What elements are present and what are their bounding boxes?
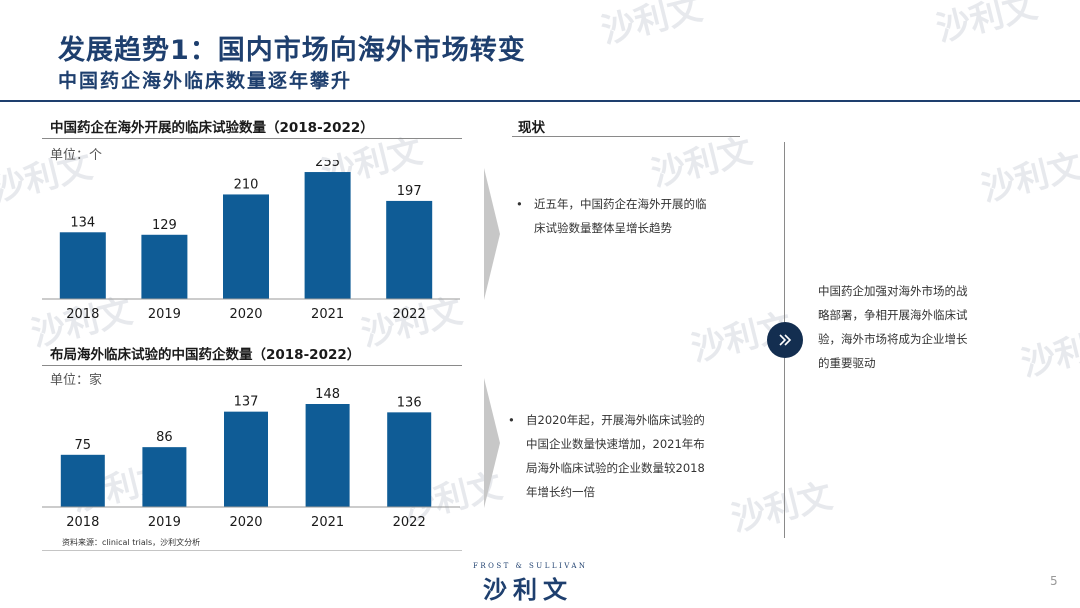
status-bullet-1: • 近五年，中国药企在海外开展的临 床试验数量整体呈增长趋势: [516, 192, 707, 240]
x-tick-label-2020: 2020: [229, 515, 262, 530]
bar-2021: [305, 404, 350, 507]
data-label-2021: 148: [315, 387, 340, 402]
data-label-2019: 86: [156, 430, 173, 445]
watermark: 沙利文: [1017, 321, 1080, 385]
footer-divider: [42, 550, 462, 551]
bar-2022: [386, 200, 433, 299]
logo-english: FROST & SULLIVAN: [473, 562, 588, 570]
bar-2018: [59, 232, 106, 299]
bullet-text-line: 近五年，中国药企在海外开展的临: [534, 197, 707, 211]
bar-2020: [223, 194, 269, 299]
bar-2020: [224, 411, 268, 507]
conclusion-text: 中国药企加强对海外市场的战 略部署，争相开展海外临床试 验，海外市场将成为企业增…: [818, 279, 968, 375]
bullet-text-line: 局海外临床试验的企业数量较2018: [526, 461, 705, 475]
bullet-text-line: 中国企业数量快速增加，2021年布: [526, 437, 705, 451]
x-tick-label-2021: 2021: [311, 515, 344, 530]
x-tick-label-2022: 2022: [393, 307, 426, 322]
bar-2021: [304, 172, 351, 299]
chart1-heading: 中国药企在海外开展的临床试验数量（2018-2022）: [50, 120, 374, 136]
bar-2019: [142, 447, 187, 507]
status-heading: 现状: [518, 120, 545, 136]
data-label-2022: 136: [397, 395, 422, 410]
chart2-heading-divider: [42, 365, 462, 366]
page-subtitle: 中国药企海外临床数量逐年攀升: [58, 70, 353, 92]
x-tick-label-2020: 2020: [229, 307, 262, 322]
bar-2022: [387, 412, 432, 507]
double-chevron-right-icon: [767, 322, 803, 358]
arrow-wedge-bottom: [484, 378, 500, 508]
page-title: 发展趋势1：国内市场向海外市场转变: [58, 35, 526, 66]
data-label-2018: 75: [75, 438, 92, 453]
bar-2019: [141, 234, 188, 299]
data-label-2020: 137: [234, 395, 259, 410]
header-divider: [0, 100, 1080, 102]
data-label-2020: 210: [234, 177, 259, 192]
data-label-2021: 255: [315, 160, 340, 170]
watermark: 沙利文: [647, 131, 757, 195]
x-tick-label-2022: 2022: [393, 515, 426, 530]
chart1-bar-chart: 134 2018 129 2019 210 2020 255 2021 197 2022: [42, 160, 460, 322]
conclusion-line: 略部署，争相开展海外临床试: [818, 308, 968, 322]
bullet-text-line: 年增长约一倍: [526, 485, 595, 499]
bar-2018: [60, 454, 105, 507]
conclusion-line: 验，海外市场将成为企业增长: [818, 332, 968, 346]
chart1-unit: 单位：个: [50, 148, 103, 163]
chart2-bar-chart: 75 2018 86 2019 137 2020 148 2021 136 2022: [42, 387, 460, 530]
x-tick-label-2018: 2018: [66, 307, 99, 322]
watermark: 沙利文: [727, 476, 837, 540]
data-label-2022: 197: [397, 184, 422, 199]
data-label-2019: 129: [152, 218, 177, 233]
x-tick-label-2018: 2018: [66, 515, 99, 530]
conclusion-line: 的重要驱动: [818, 356, 876, 370]
arrow-wedge-top: [484, 168, 500, 300]
page-number: 5: [1050, 574, 1058, 588]
data-label-2018: 134: [70, 215, 95, 230]
source-note: 资料来源：clinical trials，沙利文分析: [62, 538, 201, 547]
watermark: 沙利文: [597, 0, 707, 52]
bullet-text-line: 床试验数量整体呈增长趋势: [534, 221, 672, 235]
bullet-text-line: 自2020年起，开展海外临床试验的: [526, 413, 705, 427]
chart2-heading: 布局海外临床试验的中国药企数量（2018-2022）: [50, 347, 361, 363]
chart2-unit: 单位：家: [50, 373, 103, 388]
status-heading-divider: [512, 136, 740, 137]
chart1-heading-divider: [42, 138, 462, 139]
status-bullet-2: • 自2020年起，开展海外临床试验的 中国企业数量快速增加，2021年布 局海…: [508, 408, 705, 504]
conclusion-line: 中国药企加强对海外市场的战: [818, 284, 968, 298]
x-tick-label-2019: 2019: [148, 307, 181, 322]
bullet-dot: •: [516, 197, 523, 211]
bullet-dot: •: [508, 413, 515, 427]
x-tick-label-2019: 2019: [148, 515, 181, 530]
watermark: 沙利文: [932, 0, 1042, 50]
watermark: 沙利文: [977, 146, 1080, 210]
logo-chinese: 沙利文: [483, 576, 573, 604]
x-tick-label-2021: 2021: [311, 307, 344, 322]
